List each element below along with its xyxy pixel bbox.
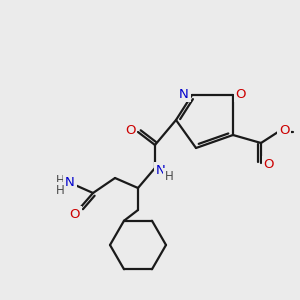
Text: H: H	[56, 173, 64, 187]
Text: O: O	[70, 208, 80, 220]
Text: O: O	[125, 124, 135, 137]
Text: N: N	[156, 164, 166, 176]
Text: O: O	[279, 124, 289, 137]
Text: N: N	[179, 88, 189, 100]
Text: H: H	[165, 169, 173, 182]
Text: N: N	[65, 176, 75, 188]
Text: O: O	[264, 158, 274, 170]
Text: O: O	[236, 88, 246, 100]
Text: H: H	[56, 184, 64, 196]
